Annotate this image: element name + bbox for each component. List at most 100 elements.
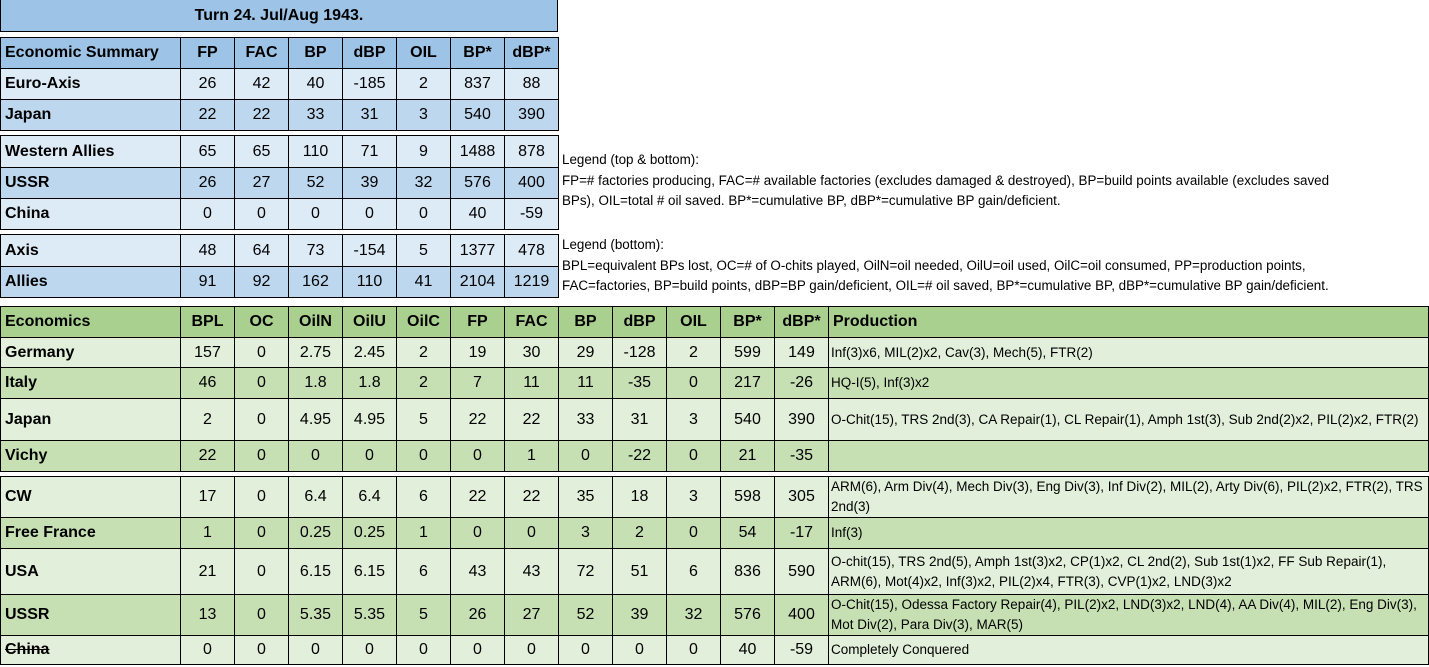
table-row: Germany 157 0 2.75 2.45 2 19 30 29 -128 2 599 149 Inf… [0, 337, 1429, 368]
value-cell: 3 [396, 99, 451, 131]
value-cell: 0 [666, 367, 721, 399]
value-cell: 65 [180, 135, 235, 168]
value-cell: 46 [180, 367, 235, 399]
value-cell: 2.75 [288, 337, 343, 368]
value-cell: 149 [774, 337, 829, 368]
value-cell: 22 [450, 398, 505, 441]
value-cell: 6 [396, 548, 451, 595]
production-cell: Inf(3)x6, MIL(2)x2, Cav(3), Mech(5), FTR… [828, 337, 1429, 368]
table-row: USA 21 0 6.15 6.15 6 43 43 72 51 6 836 590 O-chit(15)… [0, 548, 1429, 595]
row-label: CW [0, 476, 181, 518]
value-cell: 21 [720, 440, 775, 472]
value-cell: 39 [612, 594, 667, 636]
value-cell: 71 [342, 135, 397, 168]
value-cell: 0 [558, 635, 613, 665]
column-header: OilN [288, 306, 343, 338]
table-row: CW 17 0 6.4 6.4 6 22 22 35 18 3 598 305 ARM(6), Arm D… [0, 476, 1429, 518]
value-cell: 0 [666, 517, 721, 549]
value-cell: 2104 [450, 266, 505, 298]
value-cell: 478 [504, 234, 559, 267]
value-cell: 400 [774, 594, 829, 636]
row-label: China [0, 635, 181, 665]
value-cell: 390 [504, 99, 559, 131]
value-cell: 0 [234, 367, 289, 399]
table-row: Free France 1 0 0.25 0.25 1 0 0 3 2 0 54 -17 Inf(3) [0, 517, 1429, 549]
value-cell: 13 [180, 594, 235, 636]
value-cell: 26 [450, 594, 505, 636]
value-cell: 11 [504, 367, 559, 399]
value-cell: 1488 [450, 135, 505, 168]
value-cell: -128 [612, 337, 667, 368]
value-cell: -26 [774, 367, 829, 399]
value-cell: 0 [342, 440, 397, 472]
row-label: Western Allies [0, 135, 181, 168]
value-cell: 0 [234, 398, 289, 441]
value-cell: 0 [234, 198, 289, 230]
value-cell: -35 [774, 440, 829, 472]
table-row: Italy 46 0 1.8 1.8 2 7 11 11 -35 0 217 -26 HQ-I(5), I… [0, 367, 1429, 399]
header-row: Economic Summary FP FAC BP dBP OIL BP* dBP* [0, 37, 559, 69]
value-cell: 1.8 [288, 367, 343, 399]
table-row: China 0 0 0 0 0 0 0 0 0 0 40 -59 Completely Conquered [0, 635, 1429, 665]
value-cell: 1219 [504, 266, 559, 298]
value-cell: 7 [450, 367, 505, 399]
value-cell: 72 [558, 548, 613, 595]
value-cell: 0.25 [288, 517, 343, 549]
legend-line: Legend (top & bottom): [562, 152, 699, 167]
value-cell: 1.8 [342, 367, 397, 399]
value-cell: 217 [720, 367, 775, 399]
column-header: dBP* [504, 37, 559, 69]
row-label: Japan [0, 99, 181, 131]
column-header: FAC [504, 306, 559, 338]
value-cell: 19 [450, 337, 505, 368]
value-cell: 22 [504, 398, 559, 441]
row-label: Japan [0, 398, 181, 441]
value-cell: 162 [288, 266, 343, 298]
row-label: Free France [0, 517, 181, 549]
value-cell: 0 [504, 635, 559, 665]
value-cell: 51 [612, 548, 667, 595]
column-header: FP [450, 306, 505, 338]
value-cell: 39 [342, 167, 397, 199]
production-cell: Completely Conquered [828, 635, 1429, 665]
value-cell: -22 [612, 440, 667, 472]
value-cell: 3 [666, 476, 721, 518]
value-cell: 576 [450, 167, 505, 199]
value-cell: 0 [234, 476, 289, 518]
production-cell [828, 440, 1429, 472]
column-header: OIL [396, 37, 451, 69]
value-cell: 157 [180, 337, 235, 368]
value-cell: 2 [396, 337, 451, 368]
value-cell: 0 [558, 440, 613, 472]
production-cell: O-Chit(15), TRS 2nd(3), CA Repair(1), CL… [828, 398, 1429, 441]
value-cell: 2 [396, 367, 451, 399]
value-cell: 4.95 [288, 398, 343, 441]
value-cell: 32 [666, 594, 721, 636]
column-header: OC [234, 306, 289, 338]
value-cell: 0 [504, 517, 559, 549]
value-cell: 3 [666, 398, 721, 441]
value-cell: 598 [720, 476, 775, 518]
value-cell: 65 [234, 135, 289, 168]
row-label: Italy [0, 367, 181, 399]
value-cell: 599 [720, 337, 775, 368]
value-cell: 3 [558, 517, 613, 549]
value-cell: 17 [180, 476, 235, 518]
value-cell: 305 [774, 476, 829, 518]
row-label: China [0, 198, 181, 230]
economic-summary-table: Economic Summary FP FAC BP dBP OIL BP* dBP* Euro… [0, 37, 559, 298]
value-cell: 40 [450, 198, 505, 230]
column-header: BPL [180, 306, 235, 338]
column-header: dBP [612, 306, 667, 338]
legend-line: Legend (bottom): [562, 237, 664, 252]
table-row: Japan 22 22 33 31 3 540 390 [0, 99, 559, 131]
row-label: Euro-Axis [0, 68, 181, 100]
production-cell: O-chit(15), TRS 2nd(5), Amph 1st(3)x2, C… [828, 548, 1429, 595]
table-row: USSR 13 0 5.35 5.35 5 26 27 52 39 32 576 400 O-Chit(1… [0, 594, 1429, 636]
column-header: Economic Summary [0, 37, 181, 69]
table-row: USSR 26 27 52 39 32 576 400 [0, 167, 559, 199]
row-label: USSR [0, 594, 181, 636]
column-header: BP* [720, 306, 775, 338]
value-cell: 0 [234, 548, 289, 595]
value-cell: 22 [234, 99, 289, 131]
